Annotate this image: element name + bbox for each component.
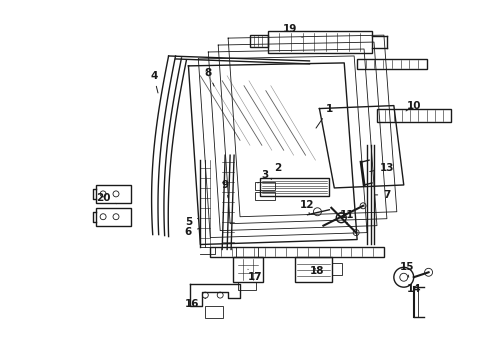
Text: 15: 15: [399, 262, 414, 277]
Text: 19: 19: [282, 24, 302, 37]
Text: 14: 14: [406, 284, 421, 301]
Bar: [96, 208, 131, 226]
Text: 10: 10: [406, 100, 421, 111]
Bar: [210, 247, 384, 257]
Text: 12: 12: [300, 200, 315, 215]
Text: 7: 7: [375, 190, 391, 200]
Text: 13: 13: [370, 163, 394, 173]
Bar: [255, 182, 275, 190]
Bar: [233, 257, 263, 282]
Text: 2: 2: [271, 163, 281, 180]
Text: 6: 6: [185, 226, 199, 237]
Text: 9: 9: [221, 180, 229, 198]
FancyBboxPatch shape: [268, 31, 372, 53]
Bar: [332, 264, 342, 275]
Text: 16: 16: [185, 298, 206, 309]
Bar: [238, 282, 256, 290]
Bar: [377, 109, 451, 122]
Text: 4: 4: [150, 71, 158, 93]
Bar: [357, 59, 427, 69]
Bar: [260, 178, 329, 196]
Text: 20: 20: [96, 193, 117, 204]
Text: 5: 5: [185, 217, 197, 227]
Text: 17: 17: [247, 269, 262, 282]
Text: 18: 18: [310, 266, 325, 276]
Text: 3: 3: [258, 170, 269, 183]
Text: 1: 1: [316, 104, 333, 128]
Text: 8: 8: [205, 68, 214, 86]
Bar: [236, 247, 258, 257]
Bar: [205, 306, 223, 318]
Bar: [255, 192, 275, 200]
Bar: [96, 185, 131, 203]
Text: 11: 11: [340, 210, 354, 225]
Bar: [294, 257, 332, 282]
Bar: [250, 35, 268, 47]
